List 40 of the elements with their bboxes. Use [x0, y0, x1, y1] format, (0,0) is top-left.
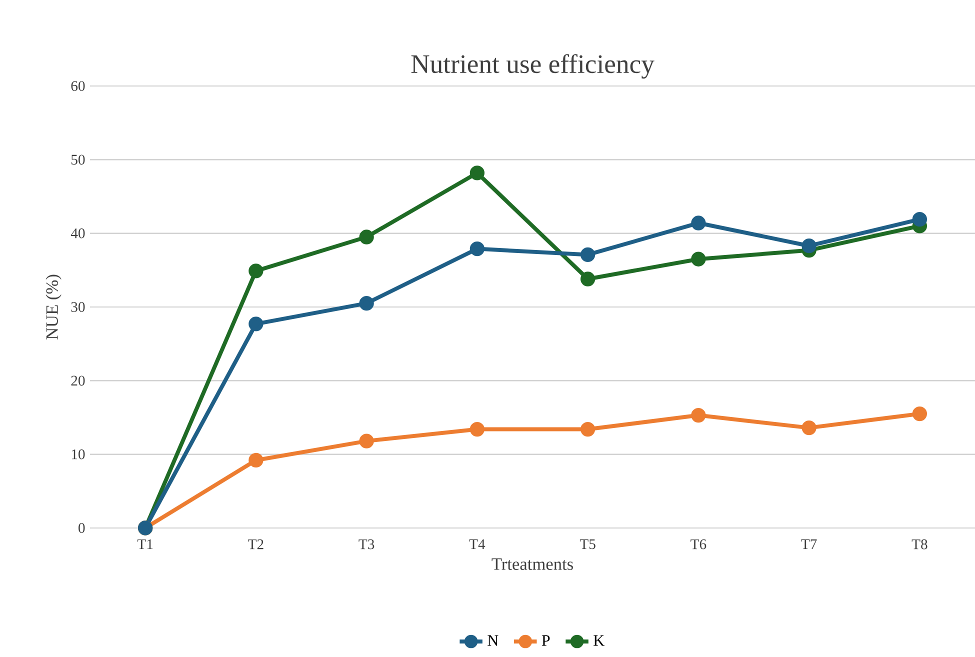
point — [470, 241, 485, 256]
x-tick-label: T6 — [690, 539, 706, 550]
y-tick-label: 20 — [71, 376, 85, 386]
y-tick-label: 10 — [72, 449, 85, 460]
x-tick-label: T2 — [248, 539, 264, 550]
point — [802, 420, 816, 436]
point — [470, 422, 485, 437]
x-tick-label: T8 — [912, 539, 928, 550]
y-tick-label: 50 — [71, 154, 85, 165]
x-axis-title: Trteatments — [492, 558, 573, 570]
point — [470, 166, 485, 180]
point — [248, 316, 264, 332]
point — [248, 452, 264, 468]
y-tick-label: 60 — [71, 81, 85, 91]
legend-label: K — [594, 635, 604, 646]
point — [580, 272, 596, 286]
x-tick-label: T5 — [580, 539, 596, 550]
x-tick-label: T1 — [137, 539, 153, 550]
point — [912, 406, 928, 422]
point — [691, 408, 706, 423]
point — [359, 296, 374, 311]
x-tick-label: T7 — [801, 539, 817, 549]
x-tick-label: T4 — [469, 539, 486, 550]
point — [691, 252, 706, 266]
y-axis-title: NUE (%) — [46, 274, 62, 340]
legend-label: P — [542, 635, 550, 646]
legend-label: N — [488, 635, 498, 646]
chart-title: Nutrient use efficiency — [411, 54, 654, 79]
point — [248, 264, 264, 278]
x-tick-label: T3 — [358, 539, 374, 550]
y-tick-label: 0 — [78, 523, 85, 533]
y-tick-label: 40 — [70, 228, 85, 238]
point — [359, 230, 374, 244]
point — [912, 212, 928, 227]
point — [580, 422, 596, 437]
y-tick-label: 30 — [71, 302, 85, 312]
point — [359, 434, 374, 448]
point — [580, 247, 596, 262]
point — [802, 238, 816, 254]
point — [691, 216, 706, 230]
